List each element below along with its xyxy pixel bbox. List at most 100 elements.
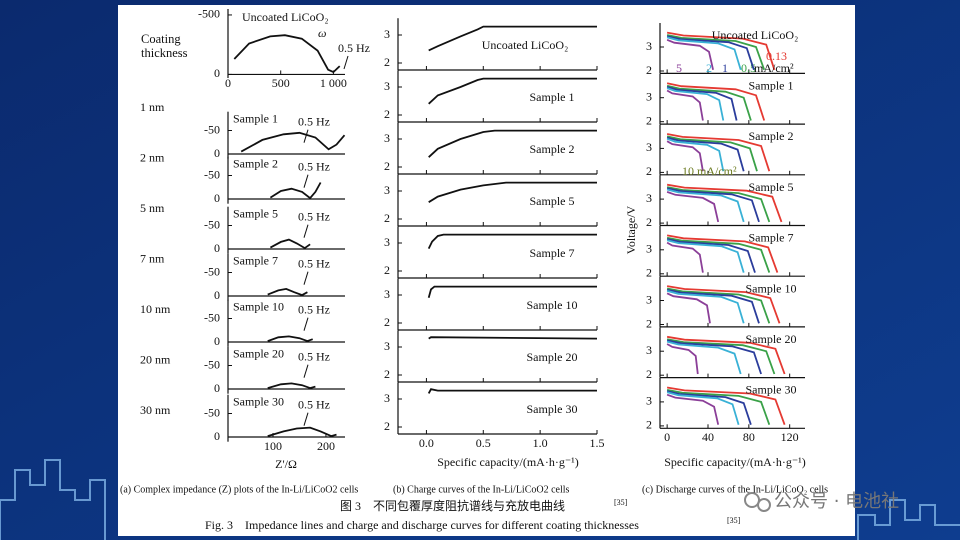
x-axis-label: Specific capacity/(mA·h·g⁻¹) (437, 455, 579, 469)
curve (428, 25, 597, 52)
panel-label: Sample 2 (233, 156, 278, 170)
panel-label: Sample 10 (233, 299, 284, 313)
note-arrow (303, 224, 309, 238)
panel-label: Sample 7 (530, 246, 575, 260)
curve (267, 287, 308, 297)
panel-note: 0.5 Hz (298, 302, 330, 316)
curve (666, 186, 771, 223)
row-label: 20 nm (140, 352, 171, 366)
x-tick-label: 1 000 (320, 76, 347, 90)
curve (233, 34, 341, 74)
note-arrow (303, 174, 309, 188)
caption-cn-ref: [35] (614, 498, 628, 507)
x-axis-label: Specific capacity/(mA·h·g⁻¹) (664, 455, 806, 469)
y-tick-label: 3 (384, 339, 390, 353)
curve (666, 390, 752, 425)
y-tick-label: 2 (384, 419, 390, 433)
curve (666, 38, 714, 70)
y-tick-label: 3 (646, 394, 652, 408)
curve (666, 236, 771, 273)
curve (666, 187, 760, 223)
panel-note: 0.5 Hz (298, 397, 330, 411)
y-tick-label: 2 (384, 315, 390, 329)
x-tick-label: 0.5 (476, 436, 491, 450)
row-title: Coating thickness (141, 32, 188, 60)
caption-c: (c) Discharge curves of the In-Li/LiCoO₂… (642, 484, 828, 495)
row-label: 7 nm (140, 251, 165, 265)
curve (666, 335, 786, 375)
panel-note: 0.5 Hz (298, 159, 330, 173)
curve (666, 339, 762, 375)
panel-label: Sample 20 (746, 332, 797, 346)
curve (428, 77, 597, 105)
note-arrow (303, 317, 309, 331)
watermark: 公众号 · 电池社 (774, 491, 899, 512)
caption-en: Fig. 3 Impedance lines and charge and di… (205, 518, 639, 532)
note-arrow (303, 364, 309, 378)
curve (428, 181, 597, 203)
y-tick-label: 2 (384, 211, 390, 225)
curve (427, 233, 597, 249)
x-tick-label: 1.0 (533, 436, 548, 450)
row-label: 2 nm (140, 150, 165, 164)
curve (666, 136, 745, 172)
row-label: 10 nm (140, 302, 171, 316)
x-tick-label: 40 (702, 430, 714, 444)
y-tick-label: 2 (384, 159, 390, 173)
y-tick-label: 3 (384, 183, 390, 197)
y-tick-label: 0 (214, 288, 220, 302)
y-tick-label: 3 (384, 131, 390, 145)
y-axis-label: Voltage/V (624, 205, 638, 254)
curve (666, 191, 720, 223)
row-label: 30 nm (140, 403, 171, 417)
x-tick-label: 200 (317, 439, 335, 453)
curve (666, 238, 756, 273)
y-tick-label: 3 (646, 191, 652, 205)
note-arrow (303, 129, 309, 143)
curve (666, 188, 745, 223)
y-tick-label: 3 (384, 79, 390, 93)
y-tick-label: 3 (646, 242, 652, 256)
panel-label: Sample 1 (530, 90, 575, 104)
panel-label: Sample 30 (233, 394, 284, 408)
curve (666, 135, 758, 172)
curve (666, 386, 786, 426)
y-tick-label: 0 (214, 334, 220, 348)
legend-label: 5 (676, 61, 682, 75)
x-tick-label: 0 (664, 430, 670, 444)
panel-label: Sample 2 (749, 129, 794, 143)
panel-note: 0.5 Hz (298, 256, 330, 270)
y-tick-label: 2 (646, 418, 652, 432)
panel-note: 0.5 Hz (338, 41, 370, 55)
y-tick-label: 2 (646, 316, 652, 330)
y-tick-label: 3 (646, 89, 652, 103)
curve (666, 137, 725, 172)
y-tick-label: 3 (384, 287, 390, 301)
curve (666, 31, 776, 71)
curve (269, 182, 322, 200)
y-tick-label: 3 (384, 27, 390, 41)
x-tick-label: 1.5 (590, 436, 605, 450)
panel-label: Sample 20 (527, 350, 578, 364)
panel-label: Sample 10 (527, 298, 578, 312)
legend-label: 2 (706, 61, 712, 75)
legend-label: 1 (722, 61, 728, 75)
legend-unit: mA/cm² (754, 61, 794, 75)
panel-note: 0.5 Hz (298, 349, 330, 363)
y-tick-label: 0 (214, 66, 220, 80)
curve (666, 35, 755, 71)
panel-label: Sample 20 (233, 346, 284, 360)
panel-label: Sample 5 (530, 194, 575, 208)
curve (666, 340, 742, 375)
curve (427, 285, 597, 299)
y-tick-label: 0 (214, 429, 220, 443)
panel-label: Sample 30 (527, 402, 578, 416)
row-label: 5 nm (140, 201, 165, 215)
curve (666, 234, 779, 273)
curve (428, 336, 598, 340)
x-tick-label: 80 (743, 430, 755, 444)
curve (240, 131, 346, 153)
x-tick-label: 120 (781, 430, 799, 444)
x-tick-label: 500 (272, 76, 290, 90)
